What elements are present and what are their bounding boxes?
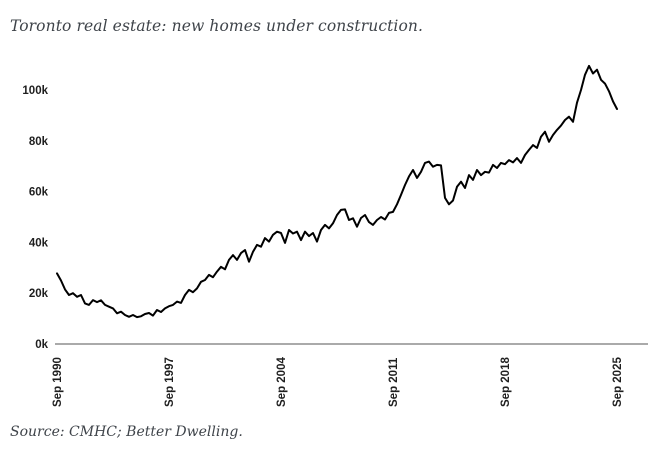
y-tick-label: 60k xyxy=(29,187,49,199)
x-tick-label: Sep 2011 xyxy=(388,357,400,407)
x-tick-label: Sep 2025 xyxy=(612,357,624,407)
y-tick-label: 20k xyxy=(29,288,49,300)
y-tick-label: 0k xyxy=(35,339,48,351)
y-tick-label: 100k xyxy=(22,85,48,97)
x-tick-label: Sep 1990 xyxy=(52,357,64,407)
x-tick-label: Sep 2004 xyxy=(276,357,288,407)
data-series-line xyxy=(56,64,618,319)
source-note: Source: CMHC; Better Dwelling. xyxy=(10,424,243,440)
x-tick-label: Sep 2018 xyxy=(500,357,512,407)
x-tick-label: Sep 1997 xyxy=(164,357,176,407)
chart-title: Toronto real estate: new homes under con… xyxy=(10,17,424,35)
y-tick-label: 40k xyxy=(29,237,49,249)
y-tick-label: 80k xyxy=(29,136,49,148)
